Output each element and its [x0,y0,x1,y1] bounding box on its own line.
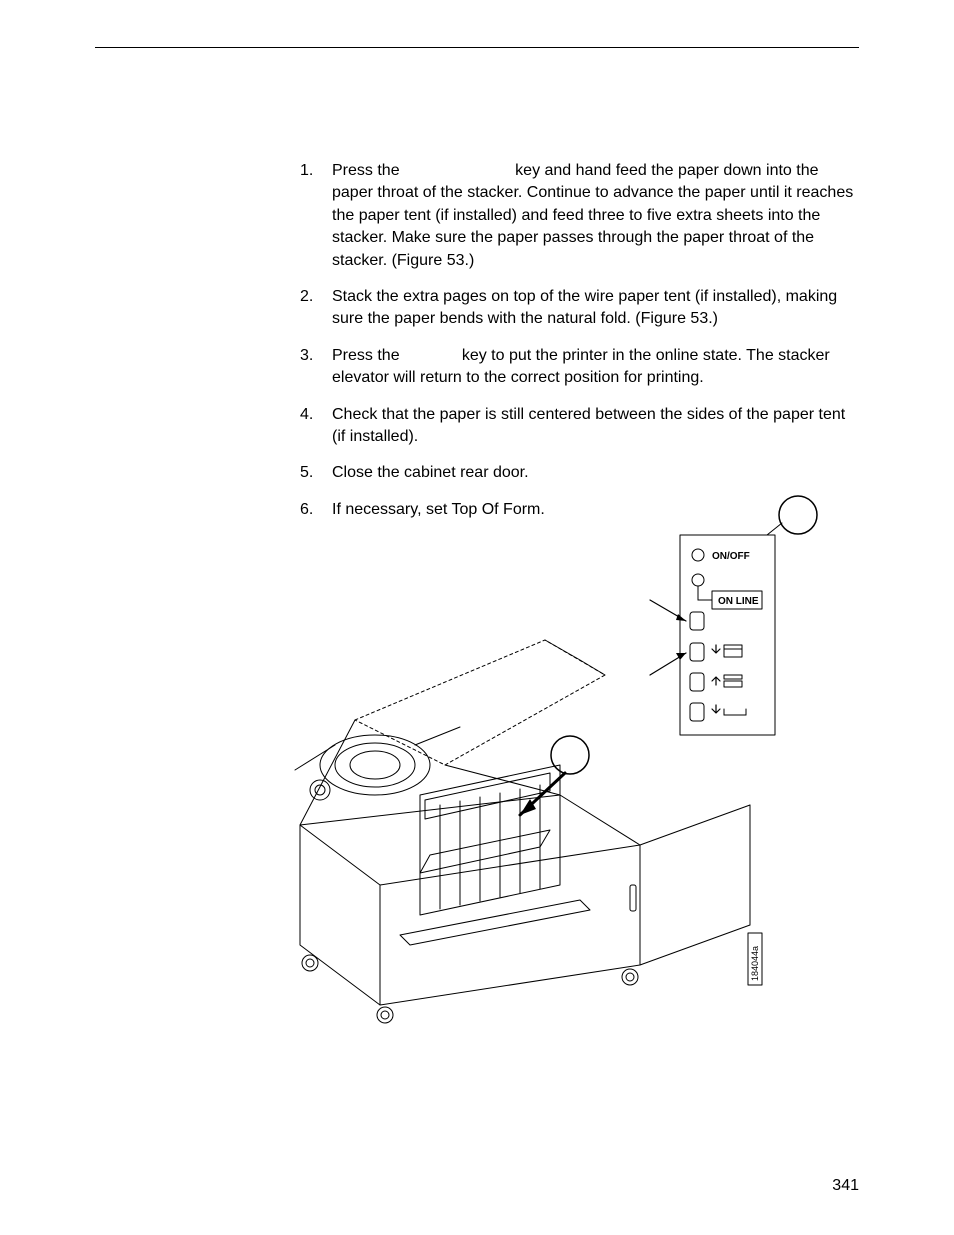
list-item: 4. Check that the paper is still centere… [300,404,859,449]
step-number: 4. [300,404,324,426]
list-item: 5. Close the cabinet rear door. [300,462,859,484]
step-number: 3. [300,345,324,367]
online-label: ON LINE [718,596,759,607]
header-rule [95,47,859,48]
step-number: 2. [300,286,324,308]
body-content: 1. Press the key and hand feed the paper… [300,160,859,535]
step-text: Check that the paper is still centered b… [332,406,845,445]
step-text-pre: Press the [332,162,404,179]
illustration-number: 184044a [748,933,762,985]
list-item: 1. Press the key and hand feed the paper… [300,160,859,272]
callout-circle-icon [779,496,817,534]
step-key-blank [404,347,457,364]
step-text: Stack the extra pages on top of the wire… [332,288,837,327]
control-panel: ON/OFF ON LINE [680,535,775,735]
step-number: 1. [300,160,324,182]
onoff-label: ON/OFF [712,551,750,562]
step-text: Close the cabinet rear door. [332,464,529,481]
page-number: 341 [832,1177,859,1195]
throat-callout [520,736,589,815]
step-number: 5. [300,462,324,484]
list-item: 2. Stack the extra pages on top of the w… [300,286,859,331]
page: 1. Press the key and hand feed the paper… [0,0,954,1235]
printer-figure: ON/OFF ON LINE [250,495,830,1055]
step-text-pre: Press the [332,347,404,364]
svg-text:184044a: 184044a [750,946,760,981]
list-item: 3. Press the key to put the printer in t… [300,345,859,390]
step-key-blank [404,162,511,179]
instruction-list: 1. Press the key and hand feed the paper… [300,160,859,521]
printer-illustration: ON/OFF ON LINE [250,495,830,1055]
